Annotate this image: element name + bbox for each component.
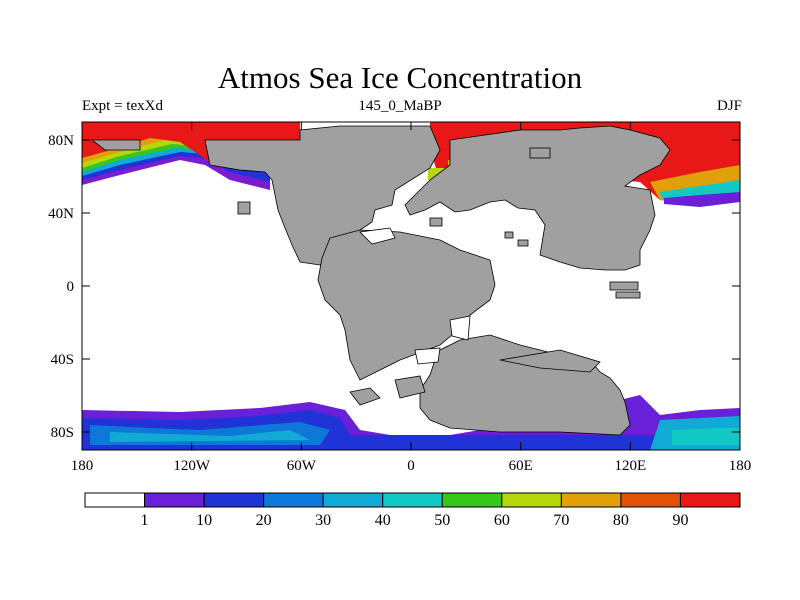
time-period-label: 145_0_MaBP — [358, 98, 442, 114]
y-tick-label: 40S — [51, 352, 74, 368]
x-tick-label: 180 — [71, 458, 94, 474]
south-ice — [82, 395, 740, 450]
land-india — [499, 349, 601, 373]
x-tick-label: 60E — [509, 458, 533, 474]
colorbar-label: 30 — [315, 512, 331, 529]
colorbar-label: 40 — [375, 512, 391, 529]
colorbar-swatch — [144, 492, 205, 508]
experiment-label: Expt = texXd — [82, 98, 163, 114]
x-axis: 180 120W 60W 0 60E 120E 180 — [71, 122, 752, 474]
season-label: DJF — [716, 98, 742, 114]
inland-seas — [359, 227, 471, 365]
colorbar-swatch — [203, 492, 265, 508]
land-island-2 — [429, 217, 443, 227]
continents — [90, 125, 671, 436]
colorbar-swatch — [382, 492, 443, 508]
colorbar-label: 70 — [553, 512, 569, 529]
land-small-south-2 — [394, 375, 426, 399]
colorbar-swatch — [501, 492, 562, 508]
y-tick-label: 80N — [48, 133, 74, 149]
x-tick-label: 180 — [729, 458, 752, 474]
colorbar-label: 90 — [672, 512, 688, 529]
colorbar-swatch — [560, 492, 622, 508]
colorbar-swatch — [679, 492, 741, 508]
land-island-1 — [237, 201, 251, 215]
map-field — [82, 122, 740, 450]
y-axis: 80N 40N 0 40S 80S — [48, 133, 740, 441]
land-island-7 — [529, 147, 551, 159]
land-island-6 — [615, 291, 641, 299]
colorbar-label: 10 — [196, 512, 212, 529]
land-island-3 — [504, 231, 514, 239]
y-tick-label: 80S — [51, 425, 74, 441]
colorbar-label: 60 — [494, 512, 510, 529]
y-tick-label: 40N — [48, 206, 74, 222]
colorbar-label: 20 — [256, 512, 272, 529]
colorbar-label: 1 — [141, 512, 149, 529]
colorbar-label: 80 — [613, 512, 629, 529]
x-tick-label: 120E — [614, 458, 646, 474]
colorbar: 1 10 20 30 40 50 60 70 80 90 — [84, 492, 741, 529]
land-eurasia — [404, 125, 671, 271]
colorbar-swatch — [441, 492, 503, 508]
sea-1 — [359, 227, 396, 245]
land-island-5 — [609, 281, 639, 291]
y-tick-label: 0 — [67, 279, 75, 295]
colorbar-swatch — [620, 492, 681, 508]
sea-2 — [449, 315, 471, 341]
x-tick-label: 60W — [287, 458, 317, 474]
colorbar-label: 50 — [434, 512, 450, 529]
land-small-south-1 — [349, 387, 381, 406]
land-island-4 — [517, 239, 529, 247]
map-title: Atmos Sea Ice Concentration — [217, 60, 583, 95]
x-tick-label: 120W — [173, 458, 211, 474]
land-gondwana-west — [317, 229, 496, 381]
colorbar-swatch — [84, 492, 146, 508]
colorbar-swatch — [322, 492, 384, 508]
x-tick-label: 0 — [407, 458, 415, 474]
colorbar-swatch — [263, 492, 324, 508]
sea-3 — [414, 347, 441, 365]
land-north-islands — [90, 139, 141, 151]
